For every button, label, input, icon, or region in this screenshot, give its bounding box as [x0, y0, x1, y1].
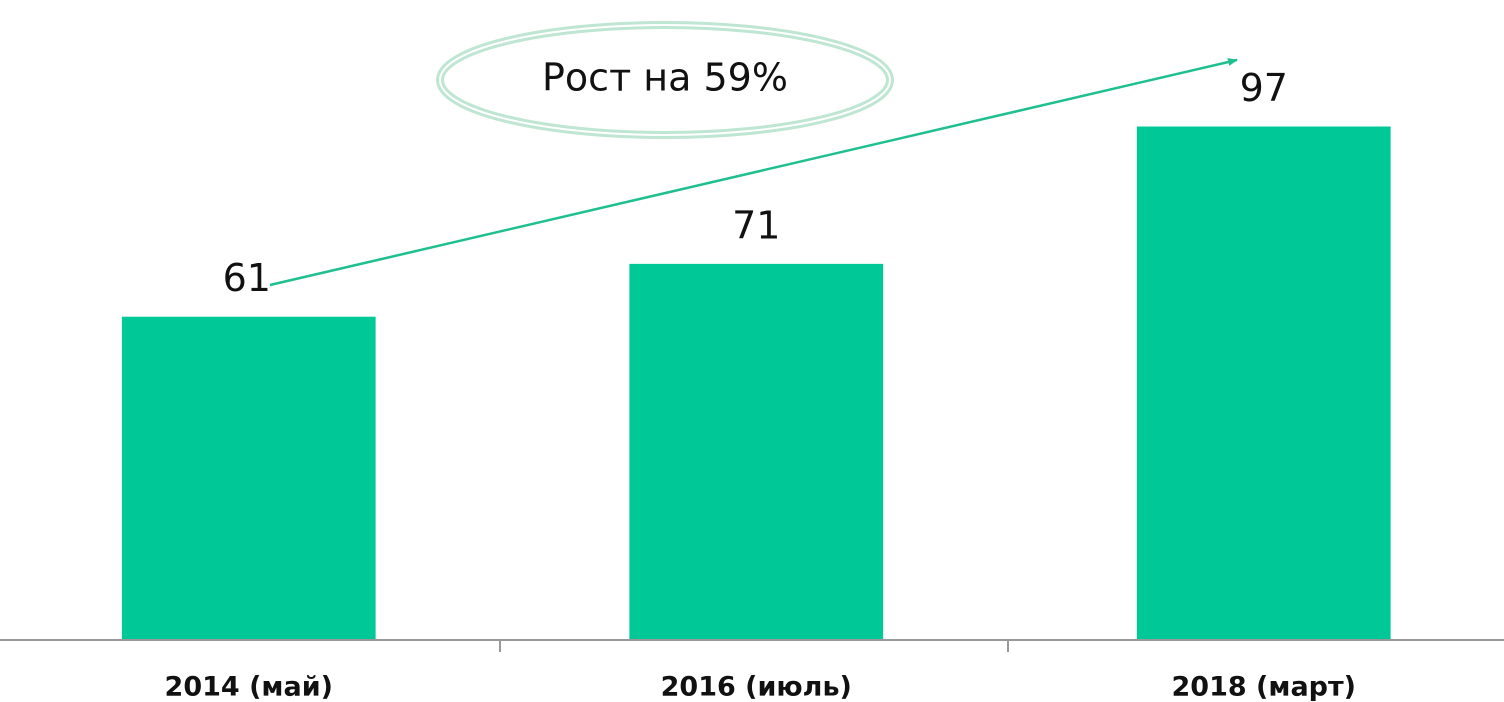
bar: [629, 263, 884, 639]
value-label: 97: [1240, 66, 1288, 110]
x-tick-label: 2016 (июль): [661, 672, 852, 702]
annotation: Рост на 59%: [542, 56, 788, 100]
value-label: 71: [732, 203, 780, 247]
bar: [121, 316, 376, 639]
x-tick-label: 2018 (март): [1172, 672, 1357, 702]
bar: [1136, 126, 1391, 640]
value-label: 61: [223, 256, 271, 300]
growth-arrow: [269, 58, 1238, 287]
x-tick-label: 2014 (май): [165, 672, 333, 702]
annotation-ellipse-inner: [439, 24, 891, 136]
